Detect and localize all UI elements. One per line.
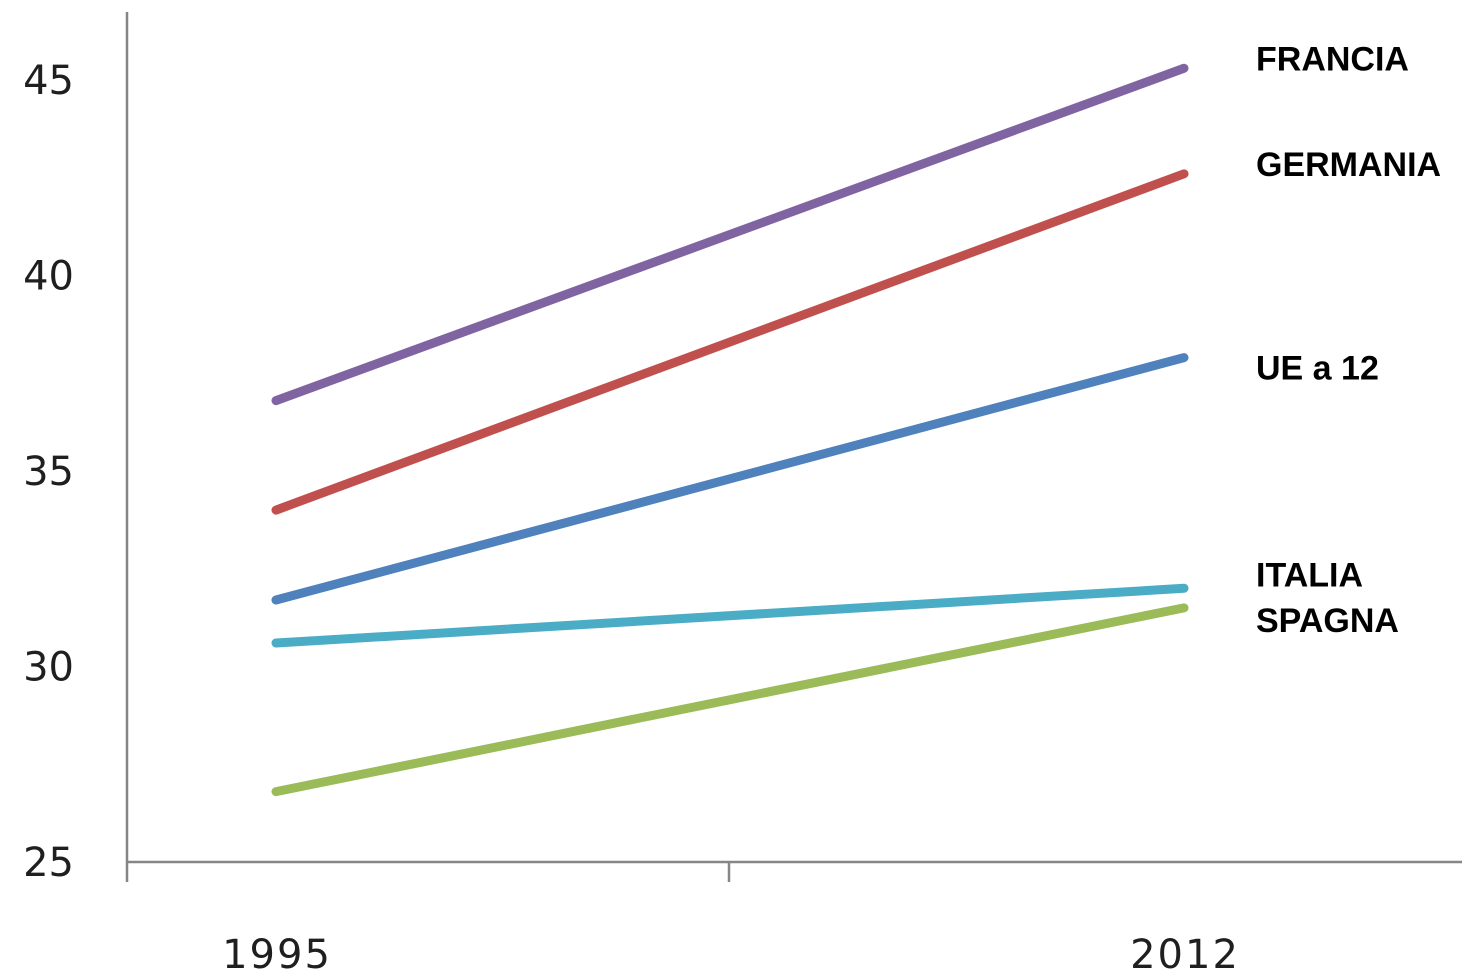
series-label: UE a 12 <box>1256 350 1379 388</box>
x-ticks: 1995 2012 <box>222 932 1240 975</box>
y-tick-label: 45 <box>23 58 74 104</box>
x-tick-label: 1995 <box>222 932 332 975</box>
series-line <box>271 603 1189 797</box>
y-tick-label: 25 <box>23 840 74 886</box>
series-line <box>271 583 1189 648</box>
y-ticks: 25 30 35 40 45 <box>23 58 74 886</box>
series-label: FRANCIA <box>1256 40 1409 78</box>
series-line <box>271 353 1189 605</box>
series-lines <box>271 63 1189 797</box>
y-tick-label: 35 <box>23 449 74 495</box>
y-tick-label: 40 <box>23 254 74 300</box>
series-labels: FRANCIA GERMANIA UE a 12 ITALIA SPAGNA <box>1256 40 1441 640</box>
series-line <box>271 63 1189 406</box>
y-tick-label: 30 <box>23 645 74 691</box>
series-label: SPAGNA <box>1256 602 1399 640</box>
series-line <box>271 169 1189 515</box>
series-label: GERMANIA <box>1256 146 1441 184</box>
x-tick-label: 2012 <box>1130 932 1240 975</box>
series-label: ITALIA <box>1256 556 1363 594</box>
